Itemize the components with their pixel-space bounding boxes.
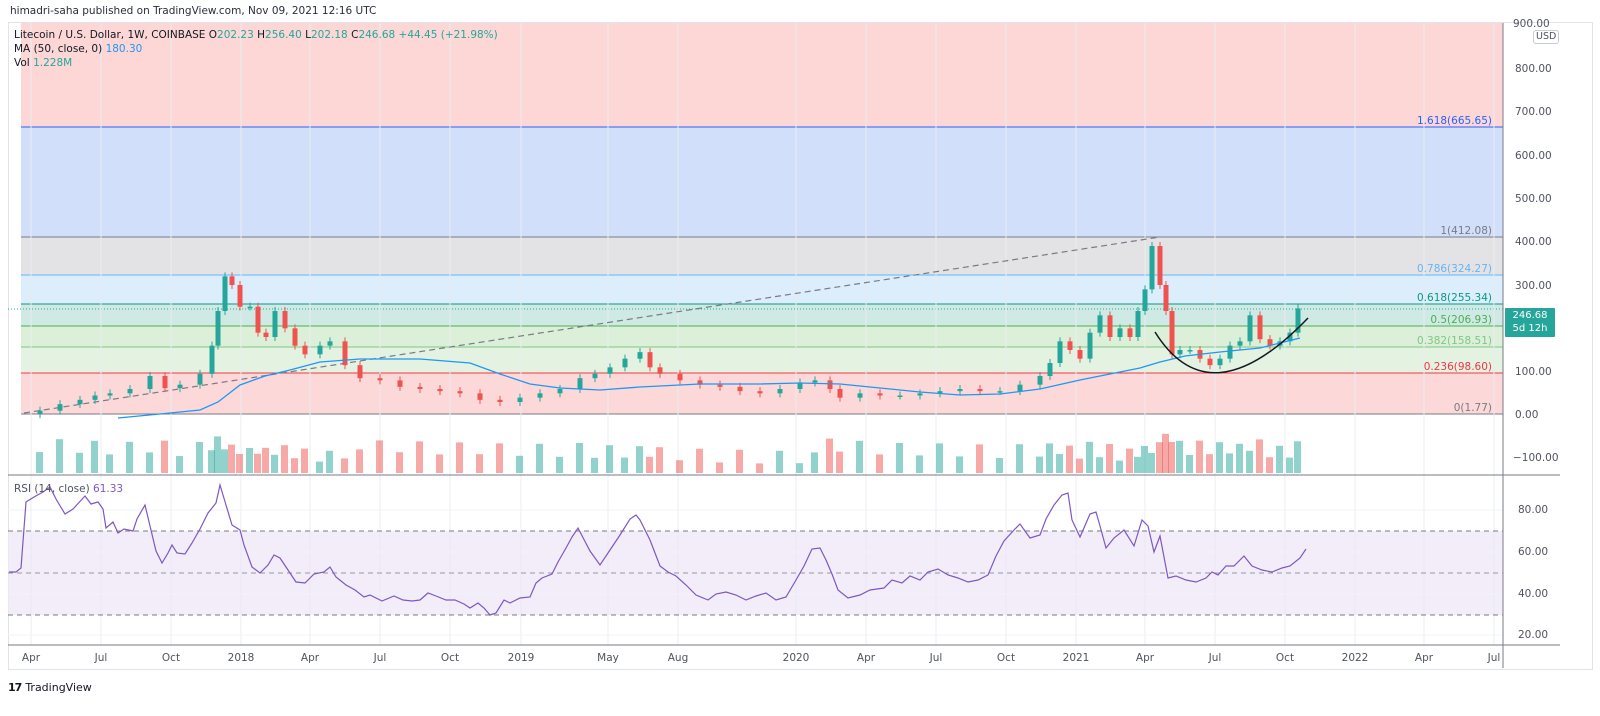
rsi-line [9, 482, 1307, 616]
brand-name: TradingView [25, 681, 92, 694]
fib-label-0786: 0.786(324.27) [1417, 263, 1492, 275]
current-price-tag: 246.68 5d 12h [1505, 308, 1555, 337]
ohlc-close: C246.68 [351, 29, 396, 41]
ma-line [117, 337, 1301, 419]
vol-legend: Vol 1.228M [14, 57, 73, 69]
chart-frame [8, 22, 1593, 670]
rounding-bottom-arc [1154, 317, 1309, 374]
symbol-legend: Litecoin / U.S. Dollar, 1W, COINBASE O20… [14, 29, 498, 41]
fib-label-05: 0.5(206.93) [1430, 314, 1492, 326]
ohlc-open: O202.23 [208, 29, 254, 41]
fib-zones [8, 23, 1503, 415]
fib-label-0236: 0.236(98.60) [1423, 361, 1492, 373]
bar-countdown: 5d 12h [1512, 323, 1548, 334]
rsi-value: 61.33 [93, 483, 124, 495]
fib-label-1618: 1.618(665.65) [1417, 115, 1492, 127]
ohlc-high: H256.40 [257, 29, 302, 41]
ma-value: 180.30 [105, 43, 143, 55]
fib-label-0618: 0.618(255.34) [1417, 292, 1492, 304]
ohlc-change: +44.45 (+21.98%) [398, 29, 498, 41]
fib-label-1: 1(412.08) [1440, 225, 1492, 237]
tradingview-brand[interactable]: 17 TradingView [8, 681, 92, 694]
trend-line [23, 236, 1161, 414]
ma-legend: MA (50, close, 0) 180.30 [14, 43, 143, 55]
fib-label-0: 0(1.77) [1453, 402, 1492, 414]
volume-bars [36, 433, 1301, 473]
vol-value: 1.228M [33, 57, 73, 69]
ohlc-low: L202.18 [305, 29, 348, 41]
currency-badge[interactable]: USD [1533, 30, 1560, 44]
rsi-legend: RSI (14, close) 61.33 [14, 483, 124, 495]
tradingview-logo-icon: 17 [8, 681, 22, 694]
symbol-name: Litecoin / U.S. Dollar, 1W, COINBASE [14, 29, 206, 41]
fib-label-0382: 0.382(158.51) [1417, 335, 1492, 347]
publisher-caption: himadri-saha published on TradingView.co… [10, 5, 377, 17]
